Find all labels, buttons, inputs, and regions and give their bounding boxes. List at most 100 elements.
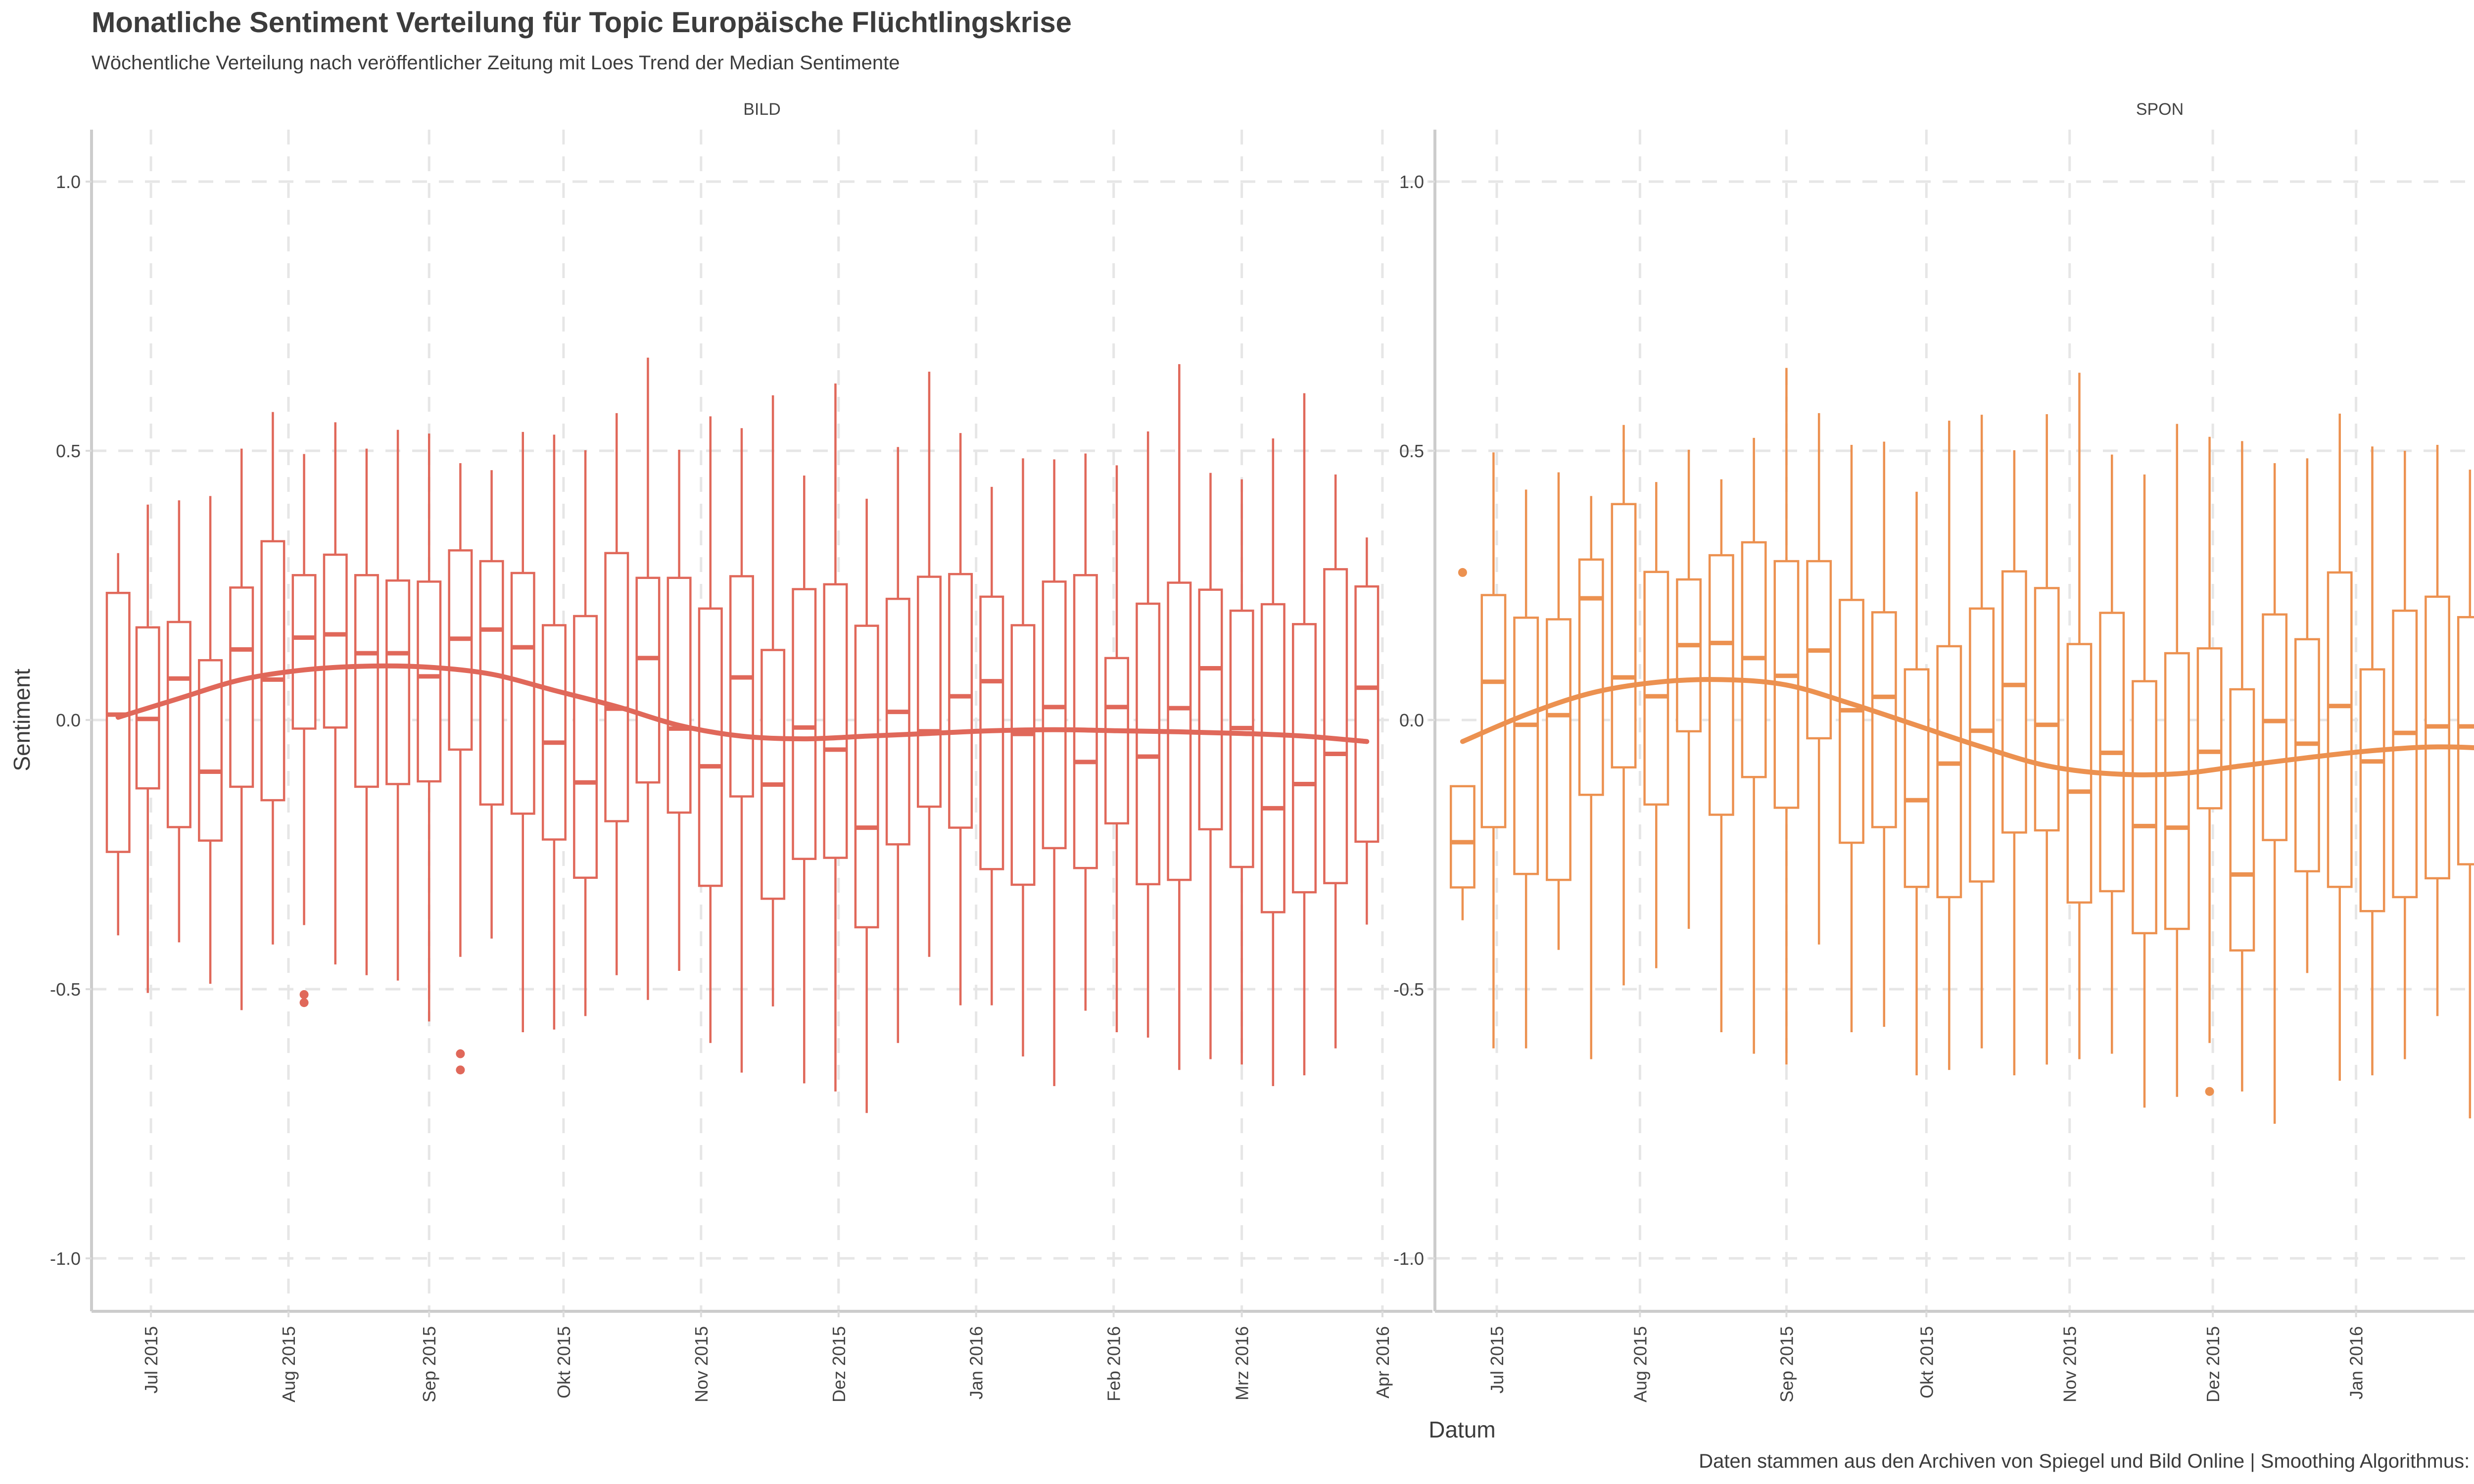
box-iqr [1936,645,1962,899]
x-axis-title: Datum [1428,1417,1495,1442]
boxplot-spon [1708,479,1734,1033]
boxplot-bild [823,383,848,1092]
chart-title: Monatliche Sentiment Verteilung für Topi… [92,6,1072,39]
x-tick-label: Nov 2015 [691,1326,712,1402]
boxplot-bild [1354,537,1380,925]
x-tick-label: Apr 2016 [1373,1326,1393,1398]
box-iqr [1643,571,1669,806]
x-tick-label: Jan 2016 [2346,1326,2367,1399]
box-iqr [729,575,754,798]
boxplot-bild [573,450,598,1016]
y-tick-label: 0.5 [1399,441,1424,461]
boxplot-spon [2034,414,2060,1065]
x-tick-label: Nov 2015 [2060,1326,2080,1402]
boxplot-bild [448,463,473,1075]
boxplot-spon [2262,463,2288,1124]
box-iqr [1354,585,1380,843]
box-iqr [2327,571,2353,888]
x-tick-label: Aug 2015 [1630,1326,1650,1402]
x-tick-label: Okt 2015 [1916,1326,1937,1398]
y-tick-label: -1.0 [50,1248,81,1269]
boxplot-bild [1323,474,1348,1049]
box-iqr [479,560,504,806]
outlier-point [456,1065,465,1075]
boxplot-bild [761,395,786,1006]
boxplot-bild [510,431,535,1033]
box-iqr [1010,624,1036,886]
box-iqr [166,621,191,828]
boxplot-bild [1136,431,1161,1038]
box-iqr [1839,599,1864,844]
box-iqr [354,574,379,788]
box-iqr [1611,503,1637,768]
boxplot-spon [1643,482,1669,968]
y-tick-label: 0.0 [56,710,81,730]
box-iqr [573,615,598,879]
boxplot-bild [666,449,692,971]
box-iqr [2034,587,2060,832]
boxplot-spon [1806,413,1832,945]
x-tick-label: Sep 2015 [1776,1326,1797,1402]
box-iqr [385,579,411,785]
box-iqr [823,583,848,859]
loess-trend-line-spon [1460,677,2474,777]
boxplot-spon [2229,441,2255,1092]
boxplot-spon [1611,425,1637,986]
box-iqr [448,549,473,751]
box-iqr [1229,609,1254,868]
boxplot-bild [479,470,504,939]
box-iqr [666,576,692,814]
facet-label-spon: SPON [2136,100,2184,119]
boxplot-spon [2132,474,2157,1108]
box-iqr [1136,602,1161,886]
boxplot-bild [885,447,910,1043]
boxplot-bild [1073,453,1098,1011]
boxplot-bild [291,454,317,1007]
box-iqr [105,591,131,853]
boxplot-spon [1936,421,1962,1070]
boxplot-spon [1839,445,1864,1033]
box-iqr [1073,574,1098,869]
outlier-point [1458,568,1467,577]
boxplot-spon [1449,568,1475,920]
y-tick-label: -0.5 [50,979,81,1000]
outlier-point [2205,1087,2214,1096]
boxplot-bild [1104,465,1129,1033]
boxplot-bild [854,498,879,1113]
box-iqr [604,552,629,822]
box-iqr [229,586,254,788]
box-iqr [916,575,942,808]
box-iqr [2359,668,2385,912]
facet-label-bild: BILD [743,100,781,119]
boxplot-spon [2359,446,2385,1076]
panel-bild: 1.0 0.5 0.0 -0.5 -1.0 Jul 2015 Aug 2015 Sep 201… [50,130,1432,1402]
panel-spon: 1.0 0.5 0.0 -0.5 -1.0 Jul 2015 Aug 2015 Sep 201… [1393,130,2474,1402]
box-iqr [2164,652,2190,930]
y-axis-title: Sentiment [9,669,35,771]
x-tick-label: Jan 2016 [966,1326,987,1399]
box-iqr [1676,578,1702,733]
x-tick-label: Sep 2015 [419,1326,439,1402]
box-iqr [1449,785,1475,889]
box-iqr [1260,603,1285,913]
y-tick-label: 0.5 [56,441,81,461]
box-iqr [1480,594,1507,828]
box-iqr [1578,558,1604,796]
box-iqr [2457,616,2474,865]
box-iqr [1042,580,1067,850]
boxplot-bild [1229,479,1254,1065]
box-iqr [698,607,723,887]
box-iqr [761,649,786,900]
boxplot-spon [1578,496,1604,1059]
boxplot-bild [1292,393,1317,1076]
boxplot-spon [2425,445,2450,1016]
boxplot-bild [323,422,348,964]
boxplot-spon [2457,470,2474,1119]
box-iqr [635,576,661,784]
x-tick-label: Jul 2015 [1487,1326,1507,1393]
boxplot-bild [916,372,942,957]
boxplot-bild [604,413,629,975]
box-iqr [417,580,442,783]
boxplot-bild [166,500,191,943]
box-iqr [885,597,910,846]
